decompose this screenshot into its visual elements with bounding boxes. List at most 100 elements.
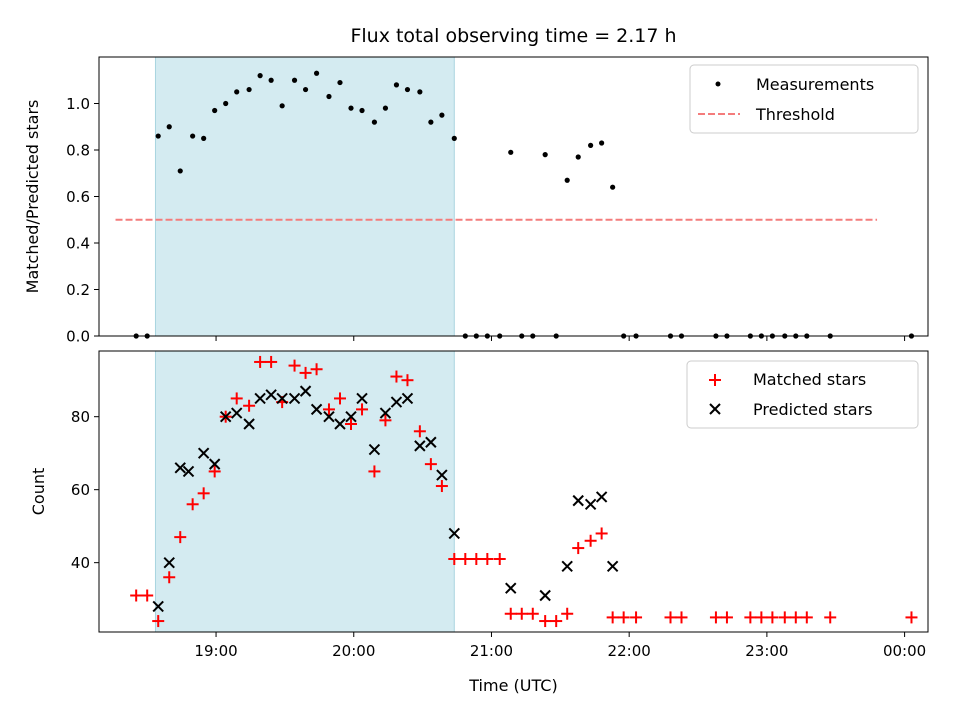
chart-title: Flux total observing time = 2.17 h	[350, 25, 676, 47]
top-y-axis-label: Matched/Predicted stars	[23, 100, 42, 294]
predicted-star-point	[254, 392, 266, 405]
matched-star-point	[163, 571, 176, 584]
measurement-point	[337, 79, 343, 86]
matched-star-point	[561, 607, 574, 620]
matched-star-point	[368, 465, 381, 478]
legend-matched-marker	[709, 374, 721, 386]
x-tick-label: 22:00	[608, 642, 651, 660]
matched-star-point	[572, 542, 585, 555]
predicted-star-point	[334, 418, 346, 430]
matched-star-point	[617, 611, 630, 624]
legend-predicted-label: Predicted stars	[753, 400, 873, 419]
measurement-point	[177, 168, 183, 174]
matched-star-point	[550, 615, 563, 628]
predicted-star-point	[356, 392, 368, 405]
x-tick-label: 21:00	[470, 642, 513, 660]
measurement-point	[371, 119, 378, 125]
measurement-point	[257, 73, 263, 79]
measurement-point	[201, 135, 207, 141]
predicted-star-point	[414, 440, 426, 452]
matched-star-point	[288, 359, 301, 372]
top-y-tick-label: 1.0	[66, 95, 90, 113]
measurement-point	[610, 184, 616, 190]
top-series-layer	[115, 70, 915, 339]
predicted-star-point	[208, 458, 221, 470]
measurement-point	[190, 133, 196, 139]
predicted-star-point	[390, 396, 403, 408]
measurement-point	[313, 70, 320, 76]
matched-star-point	[208, 465, 221, 478]
bottom-panel: 19:00 20:00 21:00 22:00 23:00 00:00 40 60 80 Ti…	[29, 350, 929, 695]
top-legend: Measurements Threshold	[689, 64, 919, 134]
matched-star-point	[755, 611, 768, 624]
predicted-star-point	[299, 385, 312, 397]
top-y-ticks: 0.0 0.2 0.4 0.6 0.8 1.0	[66, 95, 99, 346]
predicted-star-point	[276, 392, 288, 405]
matched-star-point	[356, 403, 369, 416]
matched-star-point	[606, 611, 619, 624]
matched-star-point	[299, 366, 312, 379]
top-legend-box	[689, 64, 919, 134]
bottom-legend: Matched stars Predicted stars	[686, 360, 919, 429]
matched-star-point	[720, 611, 733, 624]
matched-star-point	[424, 458, 437, 471]
predicted-star-point	[505, 582, 517, 594]
matched-star-point	[401, 374, 414, 387]
predicted-star-point	[539, 589, 551, 602]
measurement-point	[428, 119, 434, 125]
matched-star-point	[905, 611, 918, 624]
measurement-point	[246, 86, 252, 93]
matched-star-point	[448, 553, 461, 566]
bottom-legend-box	[686, 360, 919, 429]
measurement-point	[451, 135, 457, 141]
measurement-point	[212, 107, 218, 114]
measurement-point	[302, 86, 309, 93]
predicted-star-point	[561, 560, 573, 573]
bottom-y-tick-label: 40	[71, 554, 90, 572]
matched-star-point	[675, 611, 688, 624]
predicted-star-point	[231, 407, 243, 419]
x-axis-label: Time (UTC)	[468, 676, 557, 695]
matched-star-point	[800, 611, 813, 624]
legend-matched-label: Matched stars	[753, 370, 866, 389]
matched-star-point	[345, 417, 358, 430]
predicted-star-point	[572, 494, 584, 507]
measurement-point	[223, 100, 229, 107]
legend-threshold-label: Threshold	[755, 105, 835, 124]
measurement-point	[439, 112, 445, 118]
predicted-star-point	[436, 469, 448, 481]
matched-star-point	[141, 589, 154, 602]
measurement-point	[166, 124, 172, 130]
matched-star-point	[435, 480, 448, 493]
top-shade-rect	[154, 56, 455, 337]
predicted-star-point	[243, 418, 255, 430]
predicted-star-point	[288, 392, 301, 405]
bottom-y-axis-label: Count	[29, 468, 48, 516]
legend-predicted-marker	[709, 403, 721, 415]
top-y-tick-label: 0.4	[66, 235, 90, 253]
x-tick-label: 20:00	[332, 642, 375, 660]
bottom-y-ticks: 40 60 80	[71, 408, 99, 572]
matched-star-point	[333, 392, 346, 405]
measurement-point	[234, 89, 240, 95]
predicted-star-point	[265, 389, 277, 401]
matched-star-point	[526, 607, 539, 620]
bottom-series-layer	[130, 355, 918, 628]
matched-star-point	[152, 615, 165, 628]
matched-star-point	[504, 607, 517, 620]
measurement-point	[155, 133, 161, 139]
bottom-shaded-interval	[154, 350, 455, 633]
matched-star-point	[789, 611, 802, 624]
measurement-point	[382, 105, 389, 111]
predicted-star-point	[152, 600, 164, 613]
matched-star-point	[459, 553, 472, 566]
matched-star-point	[470, 553, 483, 566]
matched-star-point	[379, 414, 392, 427]
predicted-star-point	[606, 560, 619, 573]
predicted-star-point	[448, 527, 460, 540]
matched-star-point	[481, 553, 494, 566]
measurement-point	[359, 107, 365, 114]
matched-star-point	[186, 498, 199, 511]
matched-star-point	[310, 363, 323, 376]
legend-measurements-label: Measurements	[756, 75, 874, 94]
